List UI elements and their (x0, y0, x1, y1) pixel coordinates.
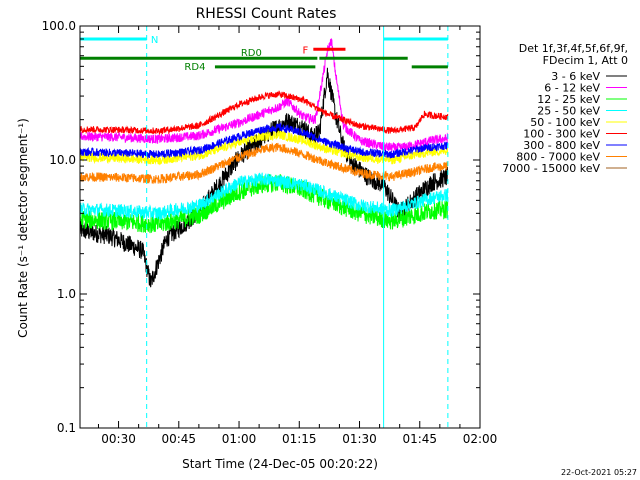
legend: Det 1f,3f,4f,5f,6f,9f, FDecim 1, Att 0 3… (502, 42, 628, 175)
y-tick-label-0: 100.0 (42, 19, 76, 33)
legend-entry-label-5: 100 - 300 keV (523, 128, 600, 141)
annotation-label-rd0: RD0 (241, 48, 262, 59)
series-line-3 (79, 172, 449, 220)
legend-entry-label-4: 50 - 100 keV (530, 116, 600, 129)
legend-entry-label-8: 7000 - 15000 keV (502, 162, 600, 175)
series-layer (79, 38, 449, 288)
y-axis-ticks: 100.0 10.0 1.0 0.1 (42, 19, 480, 435)
x-tick-label-5: 01:45 (402, 432, 437, 446)
annotation-layer: N F RD0 RD4 (79, 26, 449, 428)
footer-timestamp: 22-Oct-2021 05:27 (561, 468, 637, 477)
legend-entry-label-1: 6 - 12 keV (544, 82, 600, 95)
legend-entry-label-0: 3 - 6 keV (551, 70, 600, 83)
legend-entry-label-3: 25 - 50 keV (537, 105, 600, 118)
series-line-7 (79, 142, 449, 185)
series-line-1 (79, 38, 449, 153)
y-tick-label-2: 1.0 (57, 287, 76, 301)
x-tick-label-1: 00:45 (161, 432, 196, 446)
y-tick-label-1: 10.0 (49, 153, 76, 167)
series-line-4 (79, 130, 449, 166)
annotation-label-rd4: RD4 (184, 62, 205, 73)
x-tick-label-0: 00:30 (101, 432, 136, 446)
legend-entry-label-2: 12 - 25 keV (537, 93, 600, 106)
annotation-label-n: N (151, 35, 158, 46)
plot-frame (79, 25, 481, 429)
x-tick-label-6: 02:00 (463, 432, 498, 446)
series-line-5 (79, 90, 449, 136)
x-axis-label: Start Time (24-Dec-05 00:20:22) (182, 457, 378, 471)
annotation-label-f: F (302, 45, 308, 56)
x-tick-label-4: 01:30 (342, 432, 377, 446)
chart-title: RHESSI Count Rates (196, 6, 337, 22)
y-axis-label: Count Rate (s⁻¹ detector segment⁻¹) (16, 118, 30, 338)
x-tick-label-3: 01:15 (282, 432, 317, 446)
y-tick-label-3: 0.1 (57, 421, 76, 435)
x-axis-ticks: 00:30 00:45 01:00 01:15 01:30 01:45 02:00 (97, 26, 498, 446)
series-line-6 (79, 121, 449, 160)
legend-entry-label-7: 800 - 7000 keV (516, 151, 600, 164)
x-tick-label-2: 01:00 (222, 432, 257, 446)
legend-entry-label-6: 300 - 800 keV (523, 139, 600, 152)
legend-header-line-2: FDecim 1, Att 0 (543, 54, 628, 67)
legend-header-line-1: Det 1f,3f,4f,5f,6f,9f, (519, 42, 628, 55)
